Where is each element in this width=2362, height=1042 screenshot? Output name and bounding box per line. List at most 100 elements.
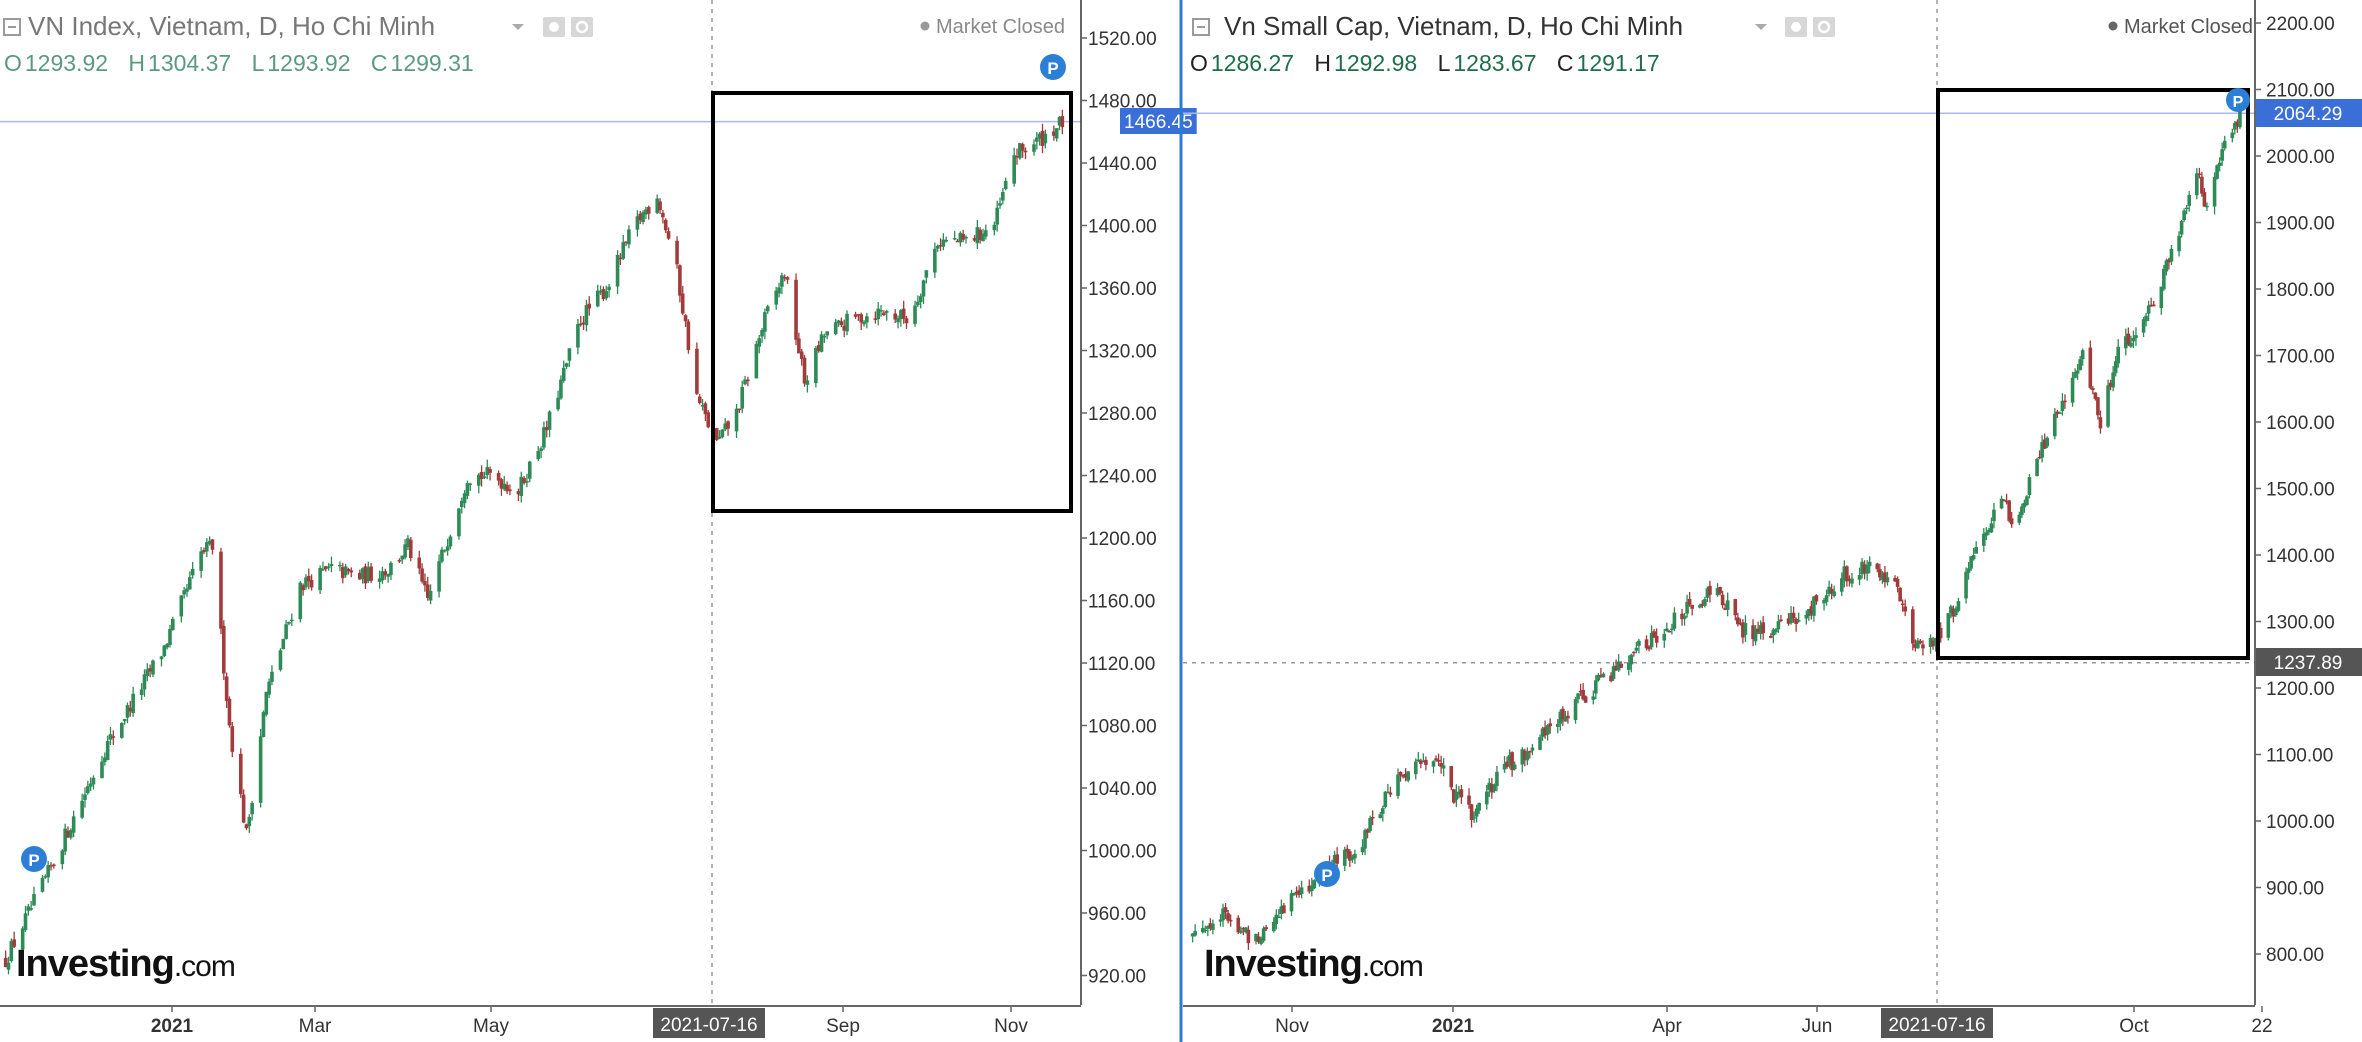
price-tick-label: 1040.00	[1088, 779, 1157, 800]
candle	[1850, 572, 1854, 588]
time-axis[interactable]: Nov 2021 Apr Jun Oct 22	[1275, 1006, 2273, 1037]
gear-icon[interactable]	[1813, 17, 1835, 37]
chevron-down-icon[interactable]	[1755, 24, 1767, 30]
p-marker-icon[interactable]	[1040, 54, 1066, 80]
candle	[205, 538, 209, 558]
candle	[1637, 638, 1641, 654]
candle-body	[746, 379, 750, 382]
candle	[1261, 926, 1266, 943]
p-marker[interactable]: P	[21, 846, 47, 872]
candle-body	[2111, 372, 2115, 388]
candle-body	[1452, 789, 1456, 803]
candle-body	[1857, 575, 1862, 580]
price-tag-text: 2064.29	[2274, 104, 2343, 125]
collapse-icon[interactable]	[1192, 18, 1210, 36]
candle-body	[205, 542, 209, 552]
candle-body	[516, 491, 521, 495]
p-marker-icon[interactable]	[1314, 861, 1340, 887]
time-axis[interactable]: 2021 Mar May Sep Nov	[151, 1006, 1029, 1037]
candle-body	[2091, 388, 2095, 391]
candle-body	[71, 816, 76, 833]
candle	[69, 828, 73, 840]
candle	[686, 319, 691, 354]
candle	[1883, 565, 1887, 588]
price-axis[interactable]: 920.00 960.00 1000.00 1040.00 1080.00 1120.00…	[1081, 29, 1157, 988]
gear-icon[interactable]	[571, 17, 593, 37]
candle-body	[2202, 192, 2207, 207]
candle	[675, 236, 679, 269]
candle-body	[357, 572, 362, 580]
candle-body	[1954, 608, 1958, 616]
candle-body	[794, 279, 798, 340]
candle	[1054, 127, 1059, 142]
candle	[465, 480, 470, 500]
candle-body	[1203, 929, 1208, 932]
p-marker[interactable]: P	[2226, 88, 2250, 112]
symbol-title[interactable]: VN Index, Vietnam, D, Ho Chi Minh	[28, 11, 435, 41]
candle	[1474, 804, 1479, 823]
p-marker[interactable]: P	[1040, 54, 1066, 80]
candle-body	[938, 245, 943, 247]
candle	[120, 722, 124, 739]
candle	[624, 241, 628, 247]
candle	[1614, 659, 1618, 671]
collapse-icon[interactable]	[3, 18, 21, 36]
candle	[125, 702, 130, 724]
candle	[3, 950, 8, 968]
candle	[635, 210, 640, 237]
candle-body	[2129, 342, 2133, 347]
candle	[901, 300, 906, 324]
candle	[1594, 675, 1598, 700]
candle	[1558, 709, 1563, 731]
date-tag-bg	[1881, 1008, 1993, 1038]
candle-body	[978, 229, 982, 240]
candle	[1581, 683, 1585, 701]
p-marker-icon[interactable]	[21, 846, 47, 872]
candle-body	[2195, 173, 2199, 196]
candle-body	[306, 575, 311, 582]
p-marker-icon[interactable]	[2226, 88, 2250, 112]
candle-body	[1566, 715, 1570, 719]
candle-body	[1903, 606, 1907, 612]
candle-body	[1001, 191, 1005, 201]
chevron-down-icon[interactable]	[512, 24, 524, 30]
candle-body	[462, 493, 467, 504]
candle	[2009, 511, 2014, 528]
candle	[1715, 583, 1720, 597]
candle	[1538, 734, 1542, 751]
candle-body	[3, 957, 8, 968]
candle-body	[459, 500, 464, 508]
candle-body	[1259, 938, 1263, 944]
price-axis[interactable]: 800.00 900.00 1000.00 1100.00 1200.00 1300.00…	[2255, 14, 2335, 966]
candle	[1507, 749, 1512, 769]
candle-body	[1345, 848, 1350, 852]
candle	[1548, 718, 1552, 734]
candle	[1502, 756, 1507, 773]
candle	[261, 710, 266, 738]
candle-body	[1654, 636, 1659, 643]
candle-body	[1563, 716, 1568, 722]
price-tick-label: 1520.00	[1088, 29, 1157, 50]
p-marker[interactable]: P	[1314, 861, 1340, 887]
candle	[1477, 802, 1481, 814]
candle-body	[1054, 128, 1059, 139]
candle-body	[1839, 578, 1844, 592]
price-tick-label: 1280.00	[1088, 404, 1157, 425]
candle	[1555, 719, 1560, 734]
chart-panel-vn-index: 920.00 960.00 1000.00 1040.00 1080.00 1120.00…	[0, 0, 1197, 1038]
candle-body	[1632, 651, 1636, 654]
candle-body	[309, 580, 314, 588]
candle	[1672, 607, 1677, 632]
candle	[1246, 925, 1251, 950]
candle	[2187, 191, 2192, 212]
candle-body	[349, 570, 354, 573]
symbol-title[interactable]: Vn Small Cap, Vietnam, D, Ho Chi Minh	[1224, 11, 1683, 41]
candle	[1406, 771, 1410, 783]
candle-body	[363, 566, 368, 584]
candle-body	[499, 479, 504, 489]
candle-body	[420, 568, 424, 582]
candle	[816, 340, 821, 353]
time-tick-label: 22	[2251, 1016, 2272, 1037]
candle	[241, 789, 246, 824]
candle-body	[270, 671, 274, 682]
